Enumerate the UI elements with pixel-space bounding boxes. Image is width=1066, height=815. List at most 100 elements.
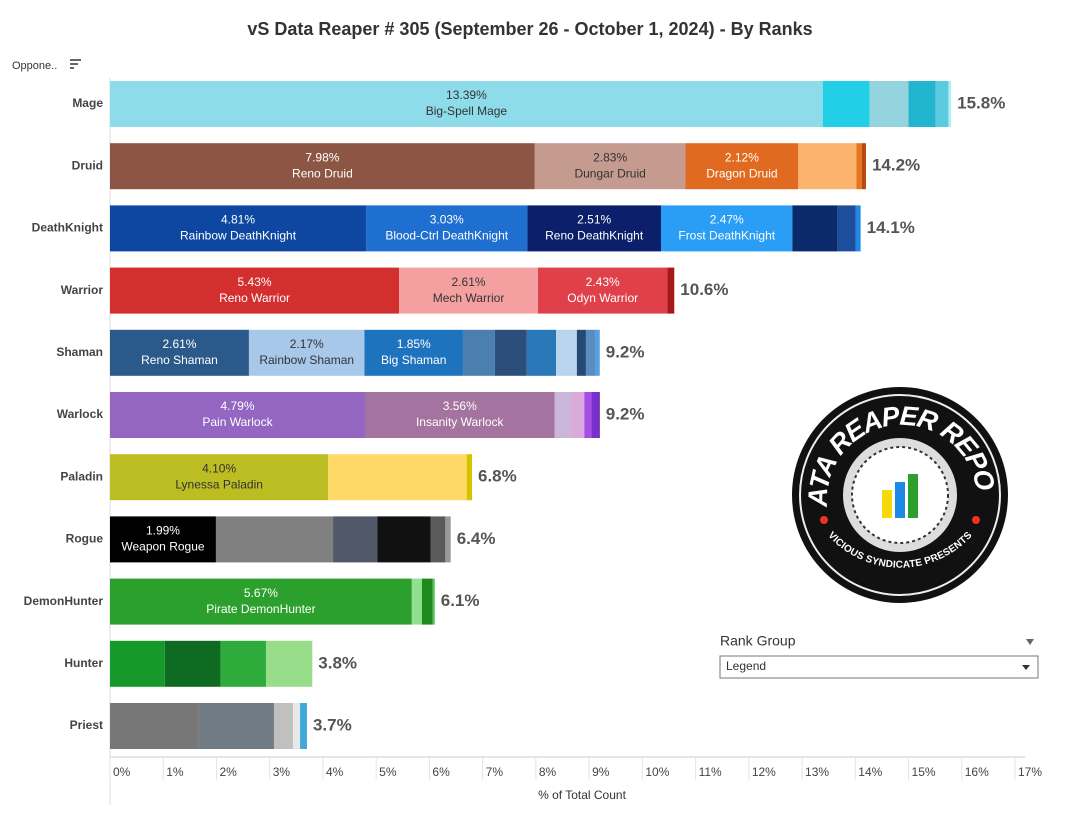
segment-value-label: 4.81% <box>221 213 255 227</box>
segment-value-label: 2.61% <box>452 275 486 289</box>
segment-value-label: 2.83% <box>593 150 627 164</box>
segment-value-label: 3.03% <box>430 213 464 227</box>
bar-segment <box>598 392 600 438</box>
segment-name-label: Big Shaman <box>381 353 446 367</box>
segment-name-label: Rainbow Shaman <box>259 353 354 367</box>
bar-segment <box>935 81 949 127</box>
bar-segment <box>110 516 216 563</box>
bar-segment <box>856 143 862 190</box>
segment-value-label: 5.43% <box>238 275 272 289</box>
bar-segment <box>364 392 555 438</box>
dropdown-value[interactable]: Legend <box>726 659 766 673</box>
bar-segment <box>110 640 165 687</box>
bar-segment <box>534 143 686 190</box>
bar-segment <box>432 578 435 625</box>
bar-segment <box>869 81 909 127</box>
segment-value-label: 1.99% <box>146 524 180 538</box>
category-label: DemonHunter <box>24 594 104 608</box>
segment-value-label: 2.17% <box>290 337 324 351</box>
x-tick-label: 4% <box>326 765 344 779</box>
bar-segment <box>421 578 433 625</box>
bar-segment <box>554 392 572 438</box>
segment-name-label: Dragon Druid <box>706 166 777 180</box>
bar-segment <box>798 143 857 190</box>
total-label: 6.8% <box>478 467 517 486</box>
segment-value-label: 2.47% <box>710 213 744 227</box>
bar-segment <box>445 516 451 563</box>
bar-segment <box>822 81 870 127</box>
bar-segment <box>855 205 861 252</box>
bar-segment <box>248 329 365 376</box>
segment-value-label: 4.10% <box>202 461 236 475</box>
segment-name-label: Pain Warlock <box>202 415 273 429</box>
bar-segment <box>273 703 294 749</box>
bar-segment <box>110 329 249 376</box>
segment-name-label: Pirate DemonHunter <box>206 602 315 616</box>
x-tick-label: 14% <box>858 765 882 779</box>
segment-value-label: 5.67% <box>244 586 278 600</box>
segment-name-label: Mech Warrior <box>433 291 505 305</box>
segment-value-label: 2.51% <box>577 213 611 227</box>
x-tick-label: 9% <box>592 765 610 779</box>
segment-value-label: 7.98% <box>305 150 339 164</box>
bar-segment <box>556 329 577 376</box>
x-tick-label: 16% <box>965 765 989 779</box>
bar-segment <box>399 267 539 314</box>
bar-segment <box>377 516 431 563</box>
bar-segment <box>494 329 527 376</box>
bar-segment <box>571 392 585 438</box>
x-tick-label: 0% <box>113 765 131 779</box>
bar-segment <box>667 267 675 314</box>
menu-arrow[interactable] <box>1026 639 1034 645</box>
category-label: Warrior <box>61 283 104 297</box>
bar-segment <box>366 205 528 252</box>
dropdown-arrow[interactable] <box>1022 665 1030 670</box>
x-tick-label: 5% <box>379 765 397 779</box>
total-label: 6.4% <box>457 529 496 548</box>
bar-segment <box>660 205 793 252</box>
x-tick-label: 7% <box>486 765 504 779</box>
bar-segment <box>110 454 329 501</box>
bar-segment <box>198 703 274 749</box>
bar-segment <box>333 516 378 563</box>
bar-segment <box>538 267 668 314</box>
bar-segment <box>110 703 199 749</box>
rank-group-dropdown[interactable] <box>719 655 1039 679</box>
bar-segment <box>110 267 400 314</box>
bar-segment <box>364 329 463 376</box>
bar-segment <box>584 392 592 438</box>
rank-group-title: Rank Group <box>720 633 796 649</box>
bar-segment <box>585 329 595 376</box>
segment-name-label: Insanity Warlock <box>416 415 505 429</box>
bar-segment <box>837 205 856 252</box>
filter-label[interactable]: Oppone.. <box>12 60 57 72</box>
segment-name-label: Rainbow DeathKnight <box>180 229 297 243</box>
sort-icon[interactable] <box>70 59 81 69</box>
bar-segment <box>328 454 467 501</box>
total-label: 3.8% <box>318 653 357 672</box>
x-tick-label: 11% <box>699 765 722 779</box>
bar-segment <box>215 516 334 563</box>
total-label: 15.8% <box>957 93 1005 112</box>
bar-segment <box>265 640 313 687</box>
bar-segment <box>293 703 301 749</box>
total-label: 3.7% <box>313 715 352 734</box>
category-label: Hunter <box>64 656 103 670</box>
segment-name-label: Reno Druid <box>292 166 353 180</box>
segment-name-label: Weapon Rogue <box>121 540 205 554</box>
bar-segment <box>110 392 365 438</box>
segment-value-label: 2.61% <box>162 337 196 351</box>
bar-segment <box>594 329 600 376</box>
bar-segment <box>430 516 446 563</box>
segment-name-label: Reno Shaman <box>141 353 218 367</box>
total-label: 10.6% <box>680 280 728 299</box>
segment-value-label: 13.39% <box>446 88 487 102</box>
bar-segment <box>110 578 412 625</box>
total-label: 6.1% <box>441 591 480 610</box>
x-tick-label: 2% <box>219 765 237 779</box>
bar-segment <box>220 640 266 687</box>
x-axis-title: % of Total Count <box>538 788 626 802</box>
x-tick-label: 10% <box>645 765 669 779</box>
